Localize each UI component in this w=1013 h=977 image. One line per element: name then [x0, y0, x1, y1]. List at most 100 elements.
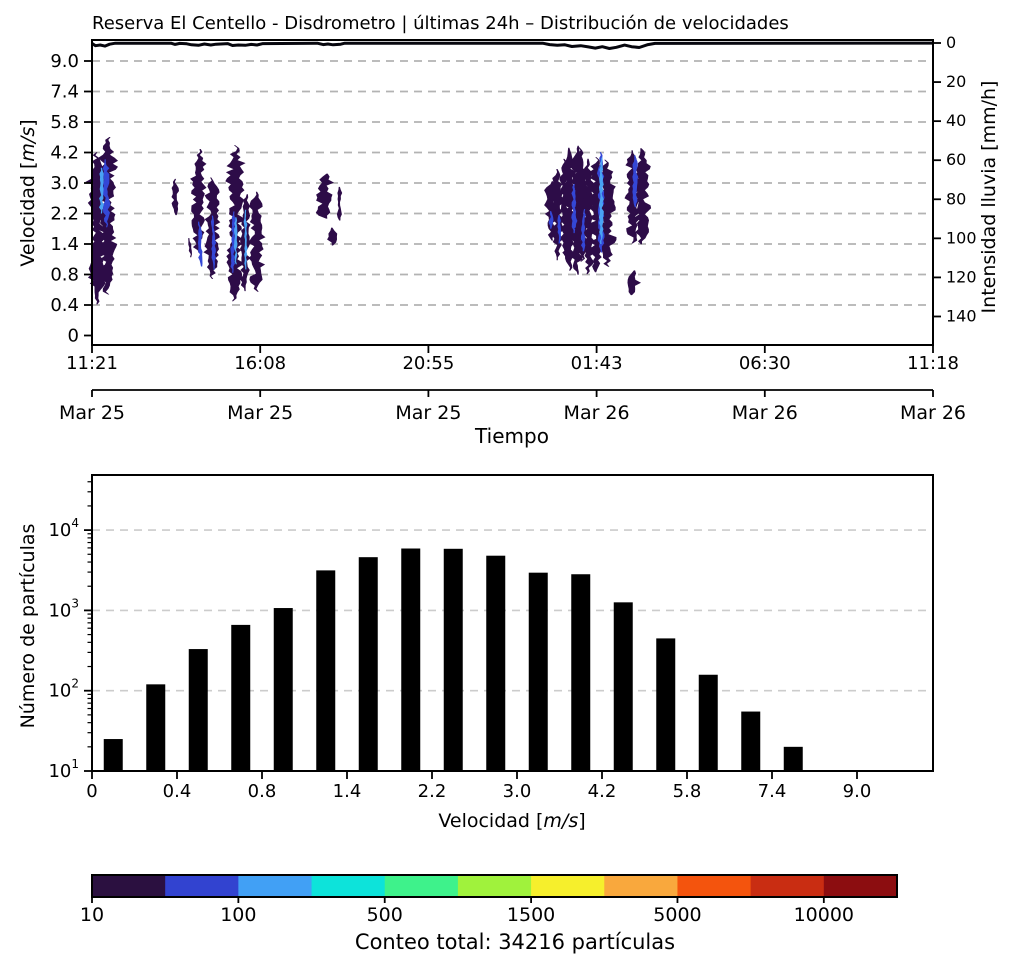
velocity-tick-label: 5.8	[50, 112, 79, 133]
precip-streak-bright	[598, 157, 604, 244]
intensity-tick-label: 140	[946, 306, 977, 325]
precip-streak	[203, 177, 221, 279]
time-axis-label: Tiempo	[475, 424, 549, 448]
hist-panel-border	[91, 474, 934, 772]
precip-streak-bright	[243, 209, 248, 270]
precip-streak	[190, 149, 207, 253]
top-panel-border	[91, 39, 934, 346]
histogram-bar	[103, 739, 123, 771]
precip-streak	[327, 227, 338, 246]
velocity-tick-label: 3.0	[50, 173, 79, 194]
date-tick-label: Mar 26	[732, 402, 798, 424]
date-tick-label: Mar 26	[564, 402, 630, 424]
date-tick-label: Mar 25	[227, 402, 293, 424]
colorbar-tick-label: 1500	[507, 904, 555, 926]
precip-streak-core	[632, 155, 639, 208]
time-tick-label: 20:55	[402, 353, 454, 374]
time-tick-label: 11:21	[66, 353, 118, 374]
precip-streak-core	[571, 184, 578, 234]
hist-x-tick-label: 4.2	[588, 781, 617, 802]
hist-x-tick-label: 0.8	[248, 781, 277, 802]
colorbar-segment	[677, 875, 752, 897]
velocity-tick-label: 1.4	[50, 234, 79, 255]
colorbar-segment	[750, 875, 825, 897]
precip-streak	[188, 238, 192, 258]
colorbar-tick-label: 10	[80, 904, 104, 926]
hist-y-tick-label: 104	[48, 516, 79, 541]
histogram-bar	[188, 649, 208, 771]
histogram-bar	[698, 674, 718, 771]
intensity-tick-label: 80	[946, 189, 966, 208]
colorbar-segment	[238, 875, 313, 897]
velocity-tick-label: 0.4	[50, 295, 79, 316]
hist-y-tick-label: 103	[48, 596, 79, 621]
hist-x-tick-label: 7.4	[758, 781, 787, 802]
colorbar-tick-label: 100	[220, 904, 256, 926]
hist-y-tick-label: 101	[48, 757, 79, 782]
velocity-tick-label: 9.0	[50, 51, 79, 72]
histogram-bar	[443, 548, 463, 771]
intensity-tick-label: 20	[946, 72, 966, 91]
precip-streak	[248, 191, 266, 292]
colorbar-segment	[531, 875, 605, 897]
histogram-bar	[486, 555, 506, 771]
precip-streak-bright	[233, 217, 238, 265]
velocity-tick-label: 7.4	[50, 82, 79, 103]
rain-intensity-line	[91, 41, 934, 50]
precip-streak	[569, 145, 585, 275]
precip-streak-core	[580, 209, 586, 252]
precip-streak-core	[102, 159, 111, 228]
histogram-bar	[783, 746, 803, 771]
hist-x-tick-label: 5.8	[673, 781, 702, 802]
colorbar-tick-label: 500	[367, 904, 403, 926]
velocity-tick-label: 0	[68, 326, 79, 347]
date-tick-label: Mar 25	[395, 402, 461, 424]
colorbar-segment	[604, 875, 679, 897]
histogram-x-axis-label-text: Velocidad [	[438, 810, 544, 832]
histogram-bar	[231, 624, 251, 771]
hist-x-tick-label: 1.4	[333, 781, 362, 802]
precip-streak	[336, 186, 343, 221]
histogram-x-axis-label: Velocidad [m/s]	[438, 810, 585, 832]
intensity-tick-label: 40	[946, 111, 966, 130]
top-y-axis-label-units: m/s	[17, 126, 39, 162]
date-tick-label: Mar 25	[59, 402, 125, 424]
top-y-axis-label-text: Velocidad [	[17, 161, 39, 267]
precip-streak-bright	[99, 167, 104, 214]
velocity-tick-label: 2.2	[50, 204, 79, 225]
intensity-tick-label: 60	[946, 150, 966, 169]
histogram-bar	[273, 608, 293, 771]
time-tick-label: 01:43	[571, 353, 623, 374]
histogram-bar	[613, 602, 633, 771]
intensity-tick-label: 100	[946, 228, 977, 247]
date-tick-label: Mar 26	[900, 402, 966, 424]
colorbar-tick-label: 5000	[653, 904, 701, 926]
top-y-axis-label-close: ]	[17, 119, 39, 127]
velocity-tick-label: 0.8	[50, 265, 79, 286]
top-y-axis-label: Velocidad [m/s]	[17, 119, 39, 266]
precip-streak-core	[197, 221, 203, 267]
colorbar-segment	[823, 875, 898, 897]
hist-x-tick-label: 9.0	[843, 781, 872, 802]
precip-streak	[171, 178, 179, 216]
hist-y-tick-label: 102	[48, 677, 79, 702]
colorbar-segment	[311, 875, 386, 897]
histogram-bar	[528, 572, 548, 771]
colorbar-segment	[165, 875, 239, 897]
histogram-bar	[146, 684, 166, 771]
colorbar-segment	[384, 875, 459, 897]
colorbar-segment	[457, 875, 532, 897]
time-tick-label: 06:30	[739, 353, 791, 374]
histogram-bar	[571, 574, 591, 771]
chart-title: Reserva El Centello - Disdrometro | últi…	[92, 13, 789, 34]
intensity-tick-label: 0	[946, 33, 956, 52]
histogram-bar	[316, 570, 336, 771]
hist-x-tick-label: 0.4	[163, 781, 192, 802]
precip-streak-core	[548, 211, 554, 229]
rain-intensity-axis-label: Intensidad lluvia [mm/h]	[978, 80, 1000, 314]
colorbar-segment	[92, 875, 166, 897]
histogram-bar	[741, 711, 761, 771]
velocity-tick-label: 4.2	[50, 143, 79, 164]
